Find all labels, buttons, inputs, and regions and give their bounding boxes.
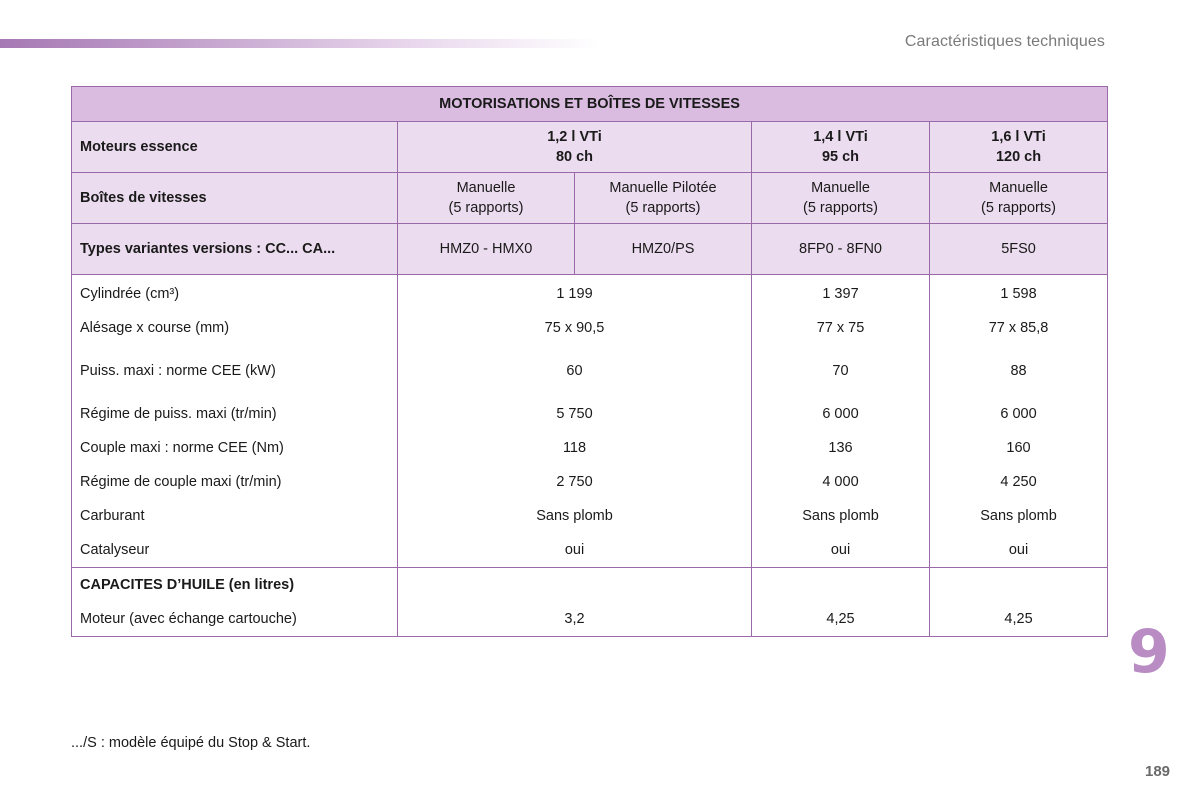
empty-cell — [928, 567, 1109, 602]
table-row: Puiss. maxi : norme CEE (kW) 60 70 88 — [71, 345, 1109, 397]
row-value: 1 397 — [751, 274, 930, 311]
section-title: Caractéristiques techniques — [904, 33, 1105, 50]
table-row: Cylindrée (cm³) 1 199 1 397 1 598 — [71, 274, 1109, 311]
row-label: Catalyseur — [71, 533, 398, 568]
engine-power: 80 ch — [555, 149, 594, 165]
gearbox-label: Boîtes de vitesses — [71, 172, 398, 224]
row-value: oui — [751, 533, 930, 568]
row-label: Cylindrée (cm³) — [71, 274, 398, 311]
row-value: 2 750 — [397, 465, 752, 499]
row-value: 136 — [751, 431, 930, 465]
row-value: 77 x 75 — [751, 311, 930, 345]
gearbox-type: Manuelle — [989, 180, 1048, 196]
type-cell: HMZ0/PS — [574, 223, 752, 275]
gearbox-type: Manuelle Pilotée — [609, 180, 717, 196]
footnote: .../S : modèle équipé du Stop & Start. — [71, 735, 311, 751]
row-value: 4 000 — [751, 465, 930, 499]
row-value: 60 — [397, 345, 752, 397]
type-cell: 8FP0 - 8FN0 — [751, 223, 930, 275]
page-number: 189 — [1145, 763, 1171, 780]
engine-header-2: 1,4 l VTi 95 ch — [751, 121, 930, 173]
row-value: 75 x 90,5 — [397, 311, 752, 345]
gearbox-ratios: (5 rapports) — [981, 200, 1056, 216]
engines-row: Moteurs essence 1,2 l VTi 80 ch 1,4 l VT… — [71, 121, 1109, 173]
row-label: Carburant — [71, 499, 398, 533]
row-label: Alésage x course (mm) — [71, 311, 398, 345]
empty-cell — [751, 567, 930, 602]
engine-power: 95 ch — [821, 149, 860, 165]
row-value: Sans plomb — [397, 499, 752, 533]
row-value: 70 — [751, 345, 930, 397]
row-value: 118 — [397, 431, 752, 465]
table-row: Catalyseur oui oui oui — [71, 533, 1109, 568]
table-row: Régime de puiss. maxi (tr/min) 5 750 6 0… — [71, 397, 1109, 431]
types-label: Types variantes versions : CC... CA... — [71, 223, 398, 275]
empty-cell — [397, 567, 752, 602]
row-value: oui — [397, 533, 752, 568]
table-row: Alésage x course (mm) 75 x 90,5 77 x 75 … — [71, 311, 1109, 345]
engine-name: 1,4 l VTi — [813, 129, 868, 145]
row-value: Sans plomb — [751, 499, 930, 533]
row-value: 77 x 85,8 — [928, 311, 1109, 345]
chapter-number: 9 — [1128, 617, 1170, 687]
gearbox-type: Manuelle — [811, 180, 870, 196]
table-title: MOTORISATIONS ET BOÎTES DE VITESSES — [70, 86, 1109, 122]
row-value: 4,25 — [928, 602, 1109, 637]
engine-power: 120 ch — [995, 149, 1042, 165]
row-value: 1 598 — [928, 274, 1109, 311]
engine-name: 1,2 l VTi — [547, 129, 602, 145]
types-row: Types variantes versions : CC... CA... H… — [71, 223, 1109, 275]
engine-spec-table: MOTORISATIONS ET BOÎTES DE VITESSES Mote… — [70, 86, 1109, 637]
row-label: Régime de couple maxi (tr/min) — [71, 465, 398, 499]
oil-section-row: CAPACITES D’HUILE (en litres) — [71, 567, 1109, 602]
oil-section-label: CAPACITES D’HUILE (en litres) — [71, 567, 398, 602]
row-value: 4,25 — [751, 602, 930, 637]
gearbox-ratios: (5 rapports) — [803, 200, 878, 216]
row-value: 1 199 — [397, 274, 752, 311]
gearbox-cell: Manuelle (5 rapports) — [928, 172, 1109, 224]
row-value: 4 250 — [928, 465, 1109, 499]
engine-header-1: 1,2 l VTi 80 ch — [397, 121, 752, 173]
gearbox-ratios: (5 rapports) — [448, 200, 524, 216]
gearbox-ratios: (5 rapports) — [625, 200, 701, 216]
type-cell: 5FS0 — [928, 223, 1109, 275]
engine-header-3: 1,6 l VTi 120 ch — [928, 121, 1109, 173]
row-value: oui — [928, 533, 1109, 568]
row-label: Régime de puiss. maxi (tr/min) — [71, 397, 398, 431]
header-accent-bar — [0, 39, 600, 48]
gearbox-cell: Manuelle (5 rapports) — [397, 172, 575, 224]
gearbox-type: Manuelle — [456, 180, 516, 196]
row-label: Couple maxi : norme CEE (Nm) — [71, 431, 398, 465]
table-row: Moteur (avec échange cartouche) 3,2 4,25… — [71, 602, 1109, 637]
row-value: 160 — [928, 431, 1109, 465]
row-value: 3,2 — [397, 602, 752, 637]
row-label: Moteur (avec échange cartouche) — [71, 602, 398, 637]
engine-name: 1,6 l VTi — [991, 129, 1046, 145]
table-row: Couple maxi : norme CEE (Nm) 118 136 160 — [71, 431, 1109, 465]
row-value: 6 000 — [751, 397, 930, 431]
gearbox-row: Boîtes de vitesses Manuelle (5 rapports)… — [71, 172, 1109, 224]
type-cell: HMZ0 - HMX0 — [397, 223, 575, 275]
row-label: Puiss. maxi : norme CEE (kW) — [71, 345, 398, 397]
row-value: 6 000 — [928, 397, 1109, 431]
table-title-row: MOTORISATIONS ET BOÎTES DE VITESSES — [70, 86, 1109, 122]
engines-label: Moteurs essence — [71, 121, 398, 173]
gearbox-cell: Manuelle (5 rapports) — [751, 172, 930, 224]
row-value: Sans plomb — [928, 499, 1109, 533]
row-value: 88 — [928, 345, 1109, 397]
gearbox-cell: Manuelle Pilotée (5 rapports) — [574, 172, 752, 224]
table-row: Régime de couple maxi (tr/min) 2 750 4 0… — [71, 465, 1109, 499]
row-value: 5 750 — [397, 397, 752, 431]
table-row: Carburant Sans plomb Sans plomb Sans plo… — [71, 499, 1109, 533]
